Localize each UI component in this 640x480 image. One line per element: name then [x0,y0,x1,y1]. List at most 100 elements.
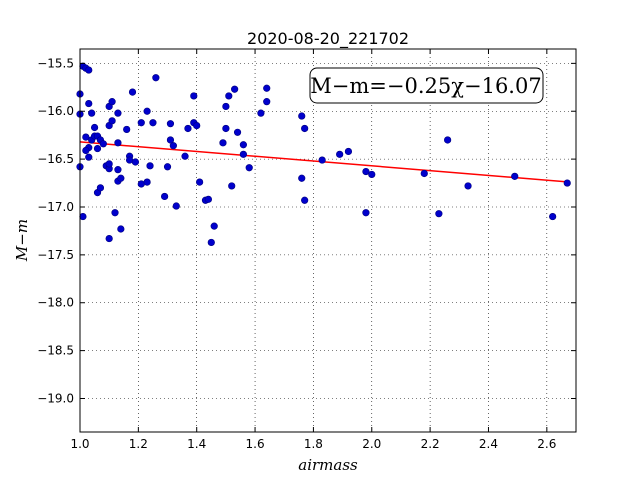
data-point [99,140,107,148]
data-point [85,153,93,161]
data-point [114,139,122,147]
data-point [239,150,247,158]
data-point [336,150,344,158]
data-point [368,170,376,179]
y-tick-label: −16.5 [37,152,74,166]
data-point [117,174,125,182]
data-point [82,146,90,155]
x-tick-label: 2.6 [537,437,556,451]
annotation-text: M−m=−0.25χ−16.07 [310,74,541,98]
data-point [231,85,239,93]
data-point [108,98,116,106]
data-point [108,117,116,125]
data-point [90,123,99,132]
data-point [105,160,113,168]
data-point [88,109,96,117]
data-point [301,196,309,204]
data-point [219,139,227,147]
data-point [152,74,160,82]
data-point [85,66,93,74]
data-point [131,158,140,166]
data-point [190,92,198,100]
data-point [166,120,175,128]
data-point [114,166,122,174]
data-point [184,124,192,133]
data-point [298,112,306,120]
data-point [172,202,180,210]
chart-title: 2020-08-20_221702 [247,29,409,49]
data-point [464,182,472,190]
data-point [85,99,93,108]
data-point [228,182,236,190]
data-point [362,209,370,217]
data-point [549,212,557,221]
data-point [210,222,218,230]
data-point [105,234,113,243]
y-axis-label: M−m [13,219,31,262]
data-point [114,109,122,117]
data-point [96,184,105,192]
data-point [93,144,102,153]
data-point [149,119,157,127]
data-point [169,142,177,150]
x-tick-label: 1.0 [70,437,89,451]
data-point [225,92,233,100]
data-point [263,98,271,106]
data-point [181,152,189,160]
data-point [204,195,212,203]
data-point [444,136,452,144]
x-tick-label: 1.2 [129,437,148,451]
data-point [301,124,309,133]
data-point [511,172,519,180]
data-point [163,163,172,171]
data-point [420,169,428,178]
data-point [128,88,137,96]
data-point [143,107,151,115]
data-point [143,178,151,186]
x-axis-label: airmass [298,456,358,474]
data-point [344,147,353,156]
data-point [111,209,119,217]
axis-ticks: 1.0 1.2 1.4 1.6 1.8 2.0 2.2 2.4 2.6 −15.5 −16.0 −16… [37,49,576,451]
data-point [161,192,169,201]
data-point [263,84,271,92]
data-point [318,156,326,164]
data-point [166,136,175,144]
data-point [207,238,215,247]
data-point [233,128,242,136]
fit-annotation: M−m=−0.25χ−16.07 [309,67,544,104]
data-point [193,121,201,130]
data-point [435,210,443,218]
data-point [298,174,306,182]
y-tick-label: −17.0 [37,200,74,214]
data-point [196,178,204,186]
data-points [76,62,571,247]
y-tick-label: −18.0 [37,296,74,310]
data-point [245,164,253,172]
data-point [117,225,125,233]
y-tick-label: −19.0 [37,391,74,405]
plot-frame [79,48,577,433]
y-tick-label: −16.0 [37,104,74,118]
data-point [146,162,154,170]
x-tick-label: 1.6 [246,437,265,451]
x-tick-label: 2.2 [421,437,440,451]
x-tick-label: 2.4 [479,437,498,451]
x-tick-label: 1.8 [304,437,323,451]
data-point [362,167,370,176]
data-point [563,179,571,187]
grid [79,49,576,432]
data-point [222,124,230,133]
data-point [123,125,131,134]
data-point [257,109,265,117]
data-point [82,133,90,141]
y-tick-label: −15.5 [37,56,74,70]
data-point [239,141,247,149]
data-point [222,102,230,111]
data-point [79,212,87,221]
x-tick-label: 2.0 [362,437,381,451]
x-tick-label: 1.4 [187,437,206,451]
y-tick-label: −17.5 [37,248,74,262]
y-tick-label: −18.5 [37,344,74,358]
